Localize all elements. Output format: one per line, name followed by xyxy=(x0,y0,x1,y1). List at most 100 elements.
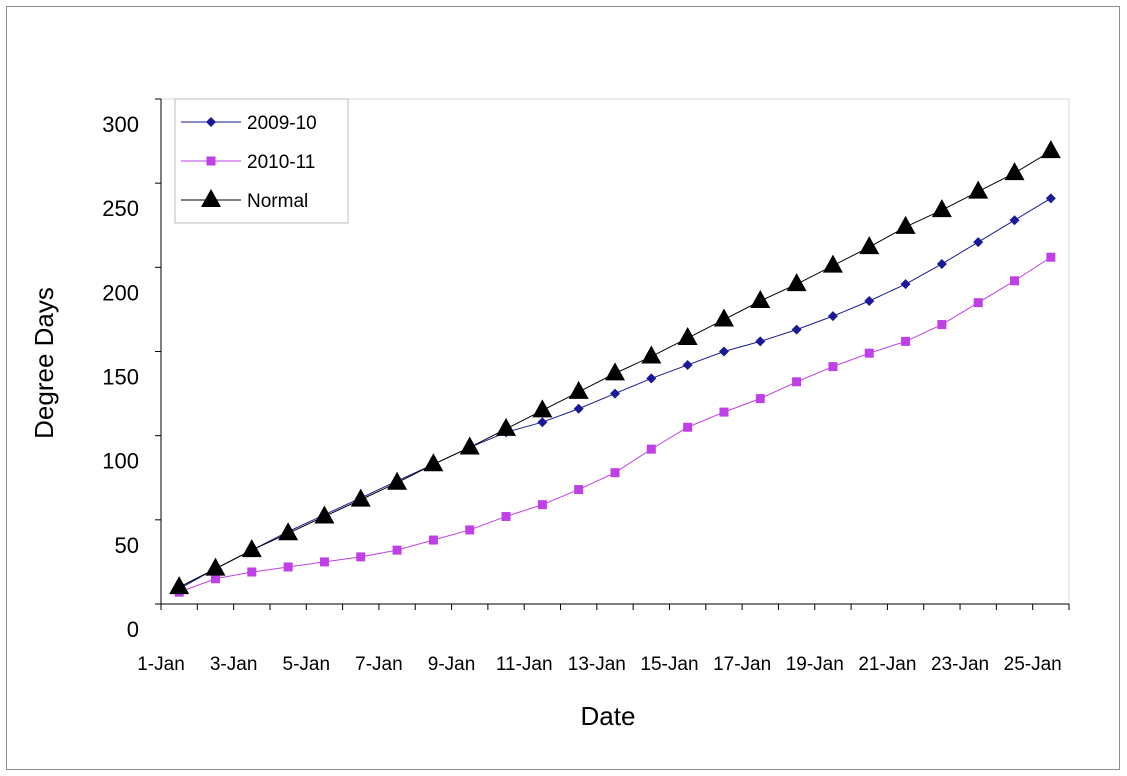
data-point-diamond xyxy=(573,403,584,414)
data-point-diamond xyxy=(1045,193,1056,204)
data-point-diamond xyxy=(206,117,216,127)
x-tick-label: 7-Jan xyxy=(355,654,403,675)
data-point-triangle xyxy=(750,290,771,308)
legend-label: 2010-11 xyxy=(247,152,315,173)
data-point-square xyxy=(901,336,911,346)
data-point-diamond xyxy=(1009,215,1020,226)
legend-label: Normal xyxy=(247,191,308,212)
data-point-triangle xyxy=(605,362,625,381)
data-point-triangle xyxy=(822,254,843,273)
data-point-diamond xyxy=(900,279,911,290)
data-point-diamond xyxy=(755,336,766,347)
data-point-triangle xyxy=(641,345,662,364)
data-point-square xyxy=(465,525,475,535)
y-axis-title: Degree Days xyxy=(29,287,59,439)
data-point-triangle xyxy=(423,453,444,472)
data-point-triangle xyxy=(859,236,880,255)
series-layer xyxy=(169,140,1061,597)
x-tick-label: 11-Jan xyxy=(496,654,553,675)
data-point-triangle xyxy=(786,273,807,292)
data-point-square xyxy=(828,362,838,372)
data-point-diamond xyxy=(936,258,947,269)
data-point-square xyxy=(719,407,729,417)
data-point-diamond xyxy=(864,296,875,306)
data-point-diamond xyxy=(718,346,729,357)
y-tick-label: 150 xyxy=(102,365,139,390)
legend-item: 2009-10 xyxy=(181,113,317,134)
data-point-triangle xyxy=(241,539,262,558)
data-point-triangle xyxy=(677,327,698,346)
data-point-square xyxy=(683,422,693,432)
series-line xyxy=(178,256,1052,593)
y-tick-label: 300 xyxy=(102,112,139,137)
data-point-square xyxy=(501,511,511,521)
data-point-triangle xyxy=(568,380,589,399)
data-point-triangle xyxy=(713,308,734,327)
data-point-triangle xyxy=(314,505,335,524)
x-tick-label: 5-Jan xyxy=(283,654,331,675)
data-point-triangle xyxy=(532,399,553,418)
data-point-diamond xyxy=(973,237,984,248)
data-point-triangle xyxy=(1004,162,1025,181)
data-point-square xyxy=(319,557,329,567)
data-point-triangle xyxy=(201,189,221,207)
data-point-square xyxy=(1046,252,1056,262)
data-point-diamond xyxy=(791,324,802,335)
x-tick-label: 13-Jan xyxy=(568,654,626,675)
data-point-square xyxy=(283,562,293,572)
data-point-square xyxy=(247,567,257,577)
data-point-square xyxy=(537,500,547,510)
data-point-square xyxy=(755,394,765,404)
data-point-square xyxy=(973,298,983,308)
data-point-diamond xyxy=(610,388,620,399)
data-point-triangle xyxy=(496,417,517,436)
series-2010-11 xyxy=(174,252,1056,597)
x-axis-title: Date xyxy=(581,701,636,731)
y-tick-label: 0 xyxy=(127,617,139,642)
data-point-diamond xyxy=(682,359,693,370)
axes: 0 50 100 150 200 250 300 1-Jan 3-Jan 5-Jan 7-Jan 9-… xyxy=(102,98,1070,675)
data-point-square xyxy=(792,377,802,387)
line-chart: 0 50 100 150 200 250 300 1-Jan 3-Jan 5-Jan 7-Jan 9-… xyxy=(29,98,1070,731)
data-point-square xyxy=(1010,276,1020,286)
data-point-triangle xyxy=(350,488,371,507)
series-Normal xyxy=(169,140,1061,595)
data-point-diamond xyxy=(827,311,838,322)
data-point-triangle xyxy=(169,576,190,595)
data-point-triangle xyxy=(1040,140,1061,159)
x-tick-label: 25-Jan xyxy=(1004,654,1062,675)
legend-label: 2009-10 xyxy=(247,113,317,134)
data-point-square xyxy=(864,348,874,358)
data-point-square xyxy=(574,485,584,495)
legend: 2009-10 2010-11 Normal xyxy=(174,98,349,224)
x-tick-label: 17-Jan xyxy=(713,654,771,675)
data-point-triangle xyxy=(459,436,480,455)
data-point-square xyxy=(210,574,220,584)
data-point-square xyxy=(937,320,947,330)
data-point-square xyxy=(356,552,366,562)
data-point-triangle xyxy=(931,199,952,218)
chart-frame: 0 50 100 150 200 250 300 1-Jan 3-Jan 5-Jan 7-Jan 9-… xyxy=(6,6,1120,770)
data-point-square xyxy=(610,468,620,478)
x-tick-label: 3-Jan xyxy=(210,654,258,675)
legend-item: 2010-11 xyxy=(181,152,315,173)
data-point-diamond xyxy=(646,373,657,384)
data-point-square xyxy=(206,156,216,166)
y-tick-label: 100 xyxy=(102,449,139,474)
x-tick-label: 9-Jan xyxy=(428,654,476,675)
data-point-triangle xyxy=(278,522,299,541)
x-tick-label: 1-Jan xyxy=(137,654,185,675)
data-point-triangle xyxy=(205,557,226,576)
data-point-square xyxy=(646,444,656,454)
series-2009-10 xyxy=(174,193,1056,594)
data-point-triangle xyxy=(968,180,989,199)
y-tick-label: 50 xyxy=(115,533,139,558)
x-tick-label: 15-Jan xyxy=(640,654,698,675)
legend-item: Normal xyxy=(181,189,308,212)
x-tick-label: 19-Jan xyxy=(786,654,844,675)
x-tick-label: 23-Jan xyxy=(931,654,989,675)
data-point-square xyxy=(428,535,438,545)
data-point-diamond xyxy=(537,417,548,428)
x-tick-label: 21-Jan xyxy=(858,654,916,675)
y-tick-label: 200 xyxy=(102,280,139,305)
